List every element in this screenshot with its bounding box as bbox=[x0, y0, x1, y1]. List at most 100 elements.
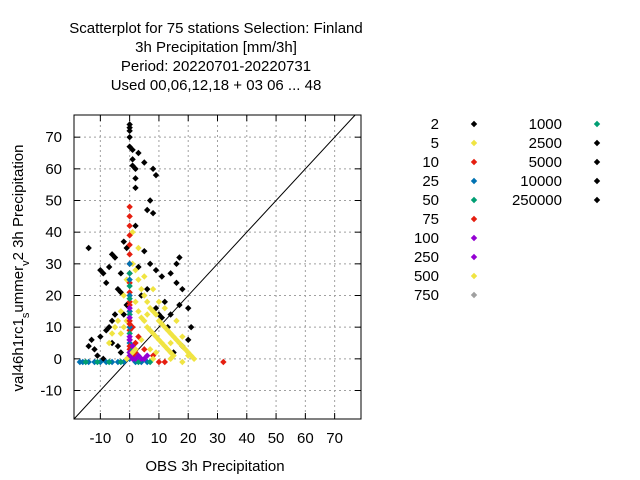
data-point bbox=[138, 336, 145, 344]
data-point bbox=[126, 276, 133, 283]
legend-label: 750 bbox=[414, 287, 439, 304]
legend-marker bbox=[470, 139, 478, 147]
legend-label: 10000 bbox=[520, 173, 562, 190]
data-point bbox=[126, 222, 133, 230]
data-point bbox=[117, 358, 125, 366]
chart-title: Scatterplot for 75 stations Selection: F… bbox=[69, 20, 363, 94]
data-point bbox=[91, 346, 98, 353]
data-point bbox=[126, 232, 133, 239]
legend-label: 5 bbox=[431, 135, 439, 152]
legend-marker bbox=[470, 234, 478, 242]
data-point bbox=[85, 244, 92, 252]
legend-marker bbox=[593, 139, 601, 147]
data-point bbox=[117, 330, 125, 337]
data-points bbox=[76, 121, 227, 366]
y-tick-label: 70 bbox=[45, 129, 62, 146]
legend-label: 100 bbox=[414, 230, 439, 247]
data-point bbox=[126, 295, 133, 302]
data-point bbox=[149, 209, 157, 217]
data-point bbox=[190, 355, 198, 363]
legend-label: 10 bbox=[422, 154, 439, 171]
data-point bbox=[141, 317, 148, 325]
data-point bbox=[138, 314, 145, 321]
legend-label: 5000 bbox=[529, 154, 562, 171]
data-point bbox=[149, 355, 157, 363]
data-point bbox=[167, 339, 174, 347]
legend-marker bbox=[470, 177, 478, 185]
y-axis-label: val46h1rc1summerv2 3h Precipitation bbox=[10, 145, 32, 392]
data-point bbox=[105, 358, 113, 366]
data-point bbox=[100, 270, 107, 277]
data-point bbox=[108, 317, 116, 325]
data-point bbox=[123, 355, 130, 363]
data-point bbox=[179, 333, 186, 340]
title-line-1: Scatterplot for 75 stations Selection: F… bbox=[69, 20, 363, 37]
y-tick-label: 0 bbox=[54, 351, 62, 368]
y-tick-label: 40 bbox=[45, 224, 62, 241]
data-point bbox=[176, 301, 183, 309]
title-line-2: 3h Precipitation [mm/3h] bbox=[135, 39, 297, 56]
data-point bbox=[144, 298, 151, 306]
x-tick-label: 30 bbox=[209, 430, 226, 447]
data-point bbox=[158, 273, 166, 280]
data-point bbox=[155, 358, 163, 366]
legend-marker bbox=[470, 120, 478, 128]
data-point bbox=[126, 203, 133, 211]
data-point bbox=[141, 355, 148, 363]
data-point bbox=[146, 304, 154, 312]
legend-marker bbox=[470, 158, 478, 166]
y-tick-label: 10 bbox=[45, 319, 62, 336]
data-point bbox=[135, 308, 142, 315]
data-point bbox=[132, 355, 139, 363]
legend-marker bbox=[470, 215, 478, 223]
y-tick-labels: -10 0 10 20 30 40 50 60 70 bbox=[40, 129, 62, 399]
data-point bbox=[173, 279, 180, 287]
data-point bbox=[161, 298, 168, 306]
legend-label: 2 bbox=[431, 116, 439, 133]
data-point bbox=[220, 358, 227, 366]
data-point bbox=[88, 336, 95, 344]
data-point bbox=[123, 244, 130, 252]
grid bbox=[74, 115, 361, 419]
legend-label: 500 bbox=[414, 268, 439, 285]
data-point bbox=[179, 342, 186, 350]
title-line-3: Period: 20220701-20220731 bbox=[121, 58, 311, 75]
data-point bbox=[111, 254, 119, 261]
data-point bbox=[187, 323, 195, 331]
data-point bbox=[117, 349, 125, 356]
x-tick-label: 40 bbox=[238, 430, 255, 447]
data-point bbox=[103, 279, 110, 287]
data-point bbox=[132, 165, 139, 173]
data-point bbox=[146, 197, 154, 204]
plot-frame bbox=[73, 114, 362, 420]
data-point bbox=[179, 358, 186, 366]
legend-marker bbox=[593, 196, 601, 204]
legend-label: 1000 bbox=[529, 116, 562, 133]
data-point bbox=[152, 333, 160, 340]
data-point bbox=[105, 263, 113, 271]
data-point bbox=[126, 127, 133, 135]
data-point bbox=[111, 311, 119, 318]
x-tick-label: -10 bbox=[90, 430, 112, 447]
data-point bbox=[132, 222, 139, 230]
data-point bbox=[94, 352, 101, 359]
data-point bbox=[161, 304, 168, 312]
data-point bbox=[132, 339, 139, 347]
data-point bbox=[85, 342, 92, 350]
data-point bbox=[141, 247, 148, 255]
data-point bbox=[179, 285, 186, 293]
data-point bbox=[126, 320, 133, 328]
data-point bbox=[114, 317, 122, 325]
data-point bbox=[132, 346, 139, 353]
legend-marker bbox=[593, 158, 601, 166]
data-point bbox=[108, 330, 116, 337]
x-tick-label: 50 bbox=[268, 430, 285, 447]
data-point bbox=[126, 336, 133, 344]
x-tick-labels: -10 0 10 20 30 40 50 60 70 bbox=[90, 430, 343, 447]
legend-label: 2500 bbox=[529, 135, 562, 152]
data-point bbox=[132, 298, 139, 306]
data-point bbox=[167, 311, 174, 318]
legend-label: 250 bbox=[414, 249, 439, 266]
title-line-4: Used 00,06,12,18 + 03 06 ... 48 bbox=[111, 77, 322, 94]
legend-label: 250000 bbox=[512, 192, 562, 209]
